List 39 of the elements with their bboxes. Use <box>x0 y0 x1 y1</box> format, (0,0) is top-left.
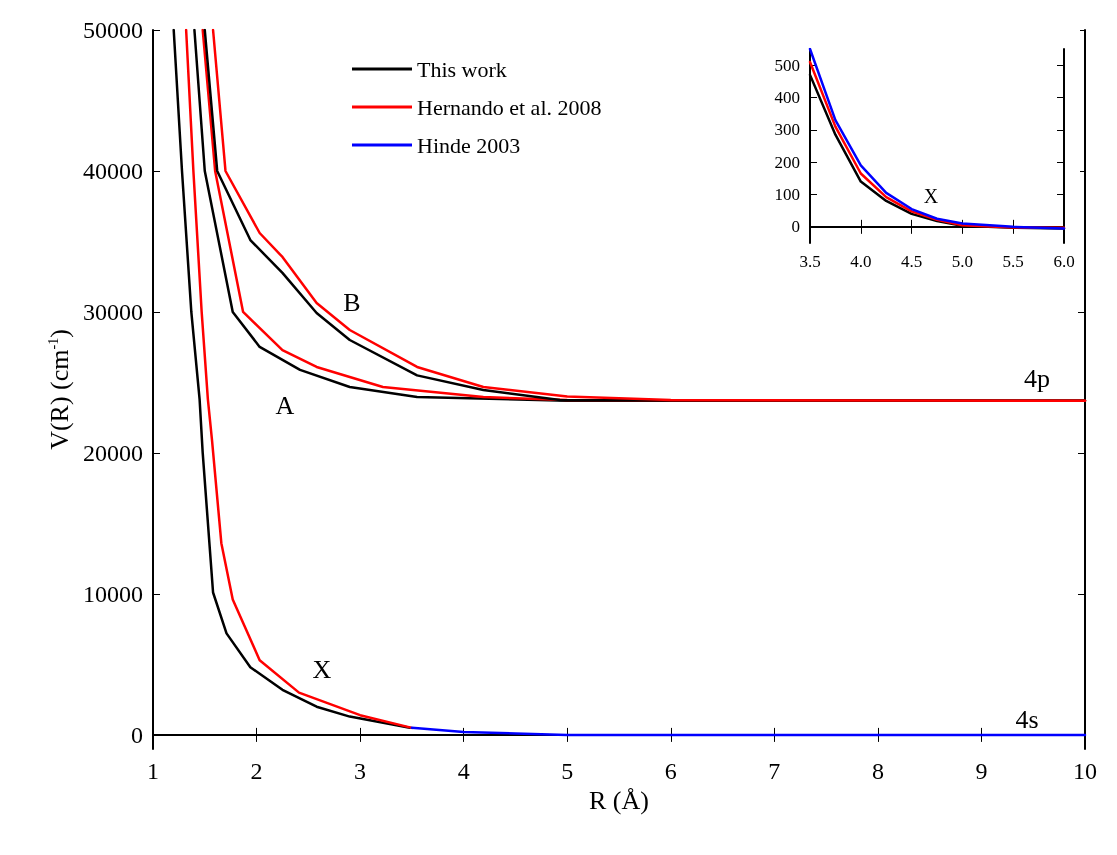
x-tick-label: 5 <box>561 758 574 784</box>
x-tick-label: 7 <box>768 758 781 784</box>
x-tick-label: 1 <box>147 758 159 784</box>
y-tick-label: 100 <box>774 185 800 204</box>
x-tick-label: 6.0 <box>1053 252 1075 271</box>
x-tick-label: 8 <box>871 758 884 784</box>
x-tick-label: 4.5 <box>900 252 923 271</box>
y-tick-label: 0 <box>131 721 143 748</box>
y-tick-label: 40000 <box>83 157 143 184</box>
x-tick-label: 5.5 <box>1002 252 1024 271</box>
x-tick-label: 4.0 <box>850 252 872 271</box>
y-tick-label: 20000 <box>83 439 143 466</box>
y-tick-label: 10000 <box>83 580 143 607</box>
x-axis-title: R (Å) <box>589 786 649 816</box>
x-tick-label: 4 <box>457 758 470 784</box>
y-tick-label: 500 <box>774 55 800 75</box>
x-tick-label: 9 <box>975 758 988 784</box>
x-tick-label: 10 <box>1073 758 1097 784</box>
legend-label: This work <box>417 56 507 82</box>
y-axis-title: V(R) (cm-1) <box>44 329 74 450</box>
y-tick-label: 0 <box>791 217 800 237</box>
annotation: X <box>923 185 939 207</box>
y-tick-label: 200 <box>774 152 800 172</box>
annotation: B <box>343 287 361 317</box>
y-tick-label: 30000 <box>83 298 143 325</box>
y-tick-label: 50000 <box>83 17 143 43</box>
legend-label: Hernando et al. 2008 <box>417 94 602 120</box>
annotation: X <box>312 654 332 684</box>
annotation: 4s <box>1015 704 1039 734</box>
y-tick-label: 300 <box>774 120 800 140</box>
x-tick-label: 3.5 <box>799 252 821 271</box>
annotation: A <box>275 390 295 420</box>
x-tick-label: 2 <box>250 758 263 784</box>
x-tick-label: 6 <box>664 758 677 784</box>
legend-label: Hinde 2003 <box>417 132 521 158</box>
x-tick-label: 5.0 <box>951 252 974 271</box>
y-tick-label: 400 <box>774 88 800 107</box>
annotation: 4p <box>1024 363 1050 393</box>
x-tick-label: 3 <box>354 758 367 784</box>
